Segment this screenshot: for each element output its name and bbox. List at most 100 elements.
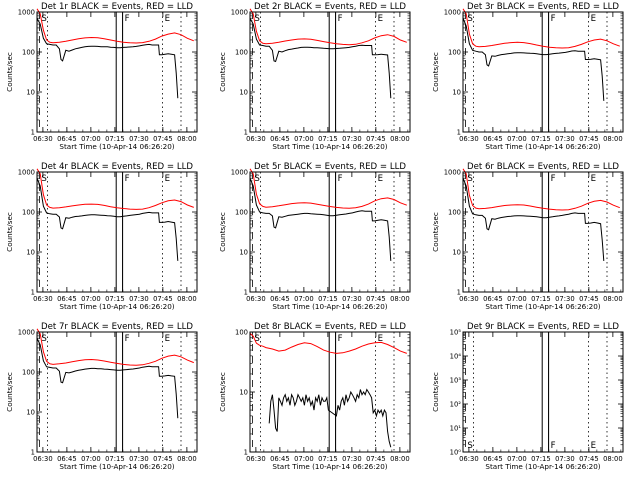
x-tick-label: 07:00 (81, 295, 101, 303)
x-tick-label: 07:45 (366, 455, 386, 463)
y-tick-label: 10 (452, 249, 461, 257)
x-tick-label: 07:15 (531, 295, 551, 303)
event-marker-label: F (338, 14, 343, 24)
y-tick-label: 100 (22, 49, 35, 57)
data-gap-band (541, 171, 550, 293)
x-tick-label: 07:45 (153, 455, 173, 463)
x-tick-label: 06:30 (33, 455, 53, 463)
panel-title: Det 6r BLACK = Events, RED = LLD (467, 162, 619, 172)
x-tick-label: 06:45 (270, 455, 290, 463)
x-tick-label: 06:45 (270, 135, 290, 143)
x-tick-label: 07:30 (555, 295, 575, 303)
x-axis-label: Start Time (10-Apr-14 06:26:20) (485, 142, 600, 151)
data-gap-band (541, 331, 550, 453)
event-marker-label: E (165, 334, 170, 344)
x-tick-label: 08:00 (390, 455, 410, 463)
y-tick-label: 10⁴ (450, 353, 462, 361)
data-gap-band (115, 331, 124, 453)
data-gap-band (328, 11, 337, 133)
y-tick-label: 10³ (450, 377, 462, 385)
event-marker-label: S (41, 334, 46, 344)
event-marker-label: F (338, 174, 343, 184)
event-marker-label: E (591, 441, 596, 451)
x-tick-label: 07:00 (294, 135, 314, 143)
x-tick-label: 06:45 (57, 455, 77, 463)
data-gap-band (541, 11, 550, 133)
x-tick-label: 07:45 (153, 135, 173, 143)
x-axis-label: Start Time (10-Apr-14 06:26:20) (272, 142, 387, 151)
y-tick-label: 10 (239, 89, 248, 97)
event-marker-label: S (254, 174, 259, 184)
x-tick-label: 07:30 (342, 455, 362, 463)
event-marker-label: S (41, 174, 46, 184)
panel-title: Det 5r BLACK = Events, RED = LLD (254, 162, 406, 172)
x-axis-label: Start Time (10-Apr-14 06:26:20) (59, 302, 174, 311)
y-axis-label: Counts/sec (431, 372, 440, 412)
data-gap-band (115, 11, 124, 133)
x-tick-label: 07:30 (129, 135, 149, 143)
y-axis-label: Counts/sec (5, 212, 14, 252)
y-tick-label: 100 (235, 329, 248, 337)
x-tick-label: 06:30 (459, 135, 479, 143)
plot-frame (36, 171, 198, 293)
x-tick-label: 07:15 (105, 135, 125, 143)
lld-series-line (249, 168, 407, 209)
event-marker-label: E (378, 14, 383, 24)
y-tick-label: 1 (31, 449, 35, 457)
panel-title: Det 8r BLACK = Events, RED = LLD (254, 322, 406, 332)
event-marker-label: F (551, 14, 556, 24)
x-tick-label: 07:00 (507, 135, 527, 143)
y-tick-label: 10 (239, 389, 248, 397)
detector-panel: Det 9r BLACK = Events, RED = LLD 10⁰ 10¹ 10… (431, 322, 624, 471)
y-tick-label: 10² (450, 401, 462, 409)
x-tick-label: 07:00 (507, 295, 527, 303)
y-tick-label: 100 (22, 209, 35, 217)
x-tick-label: 07:30 (129, 295, 149, 303)
lld-series-line (36, 8, 194, 44)
panel-title: Det 4r BLACK = Events, RED = LLD (41, 162, 193, 172)
x-tick-label: 06:45 (57, 135, 77, 143)
events-series-line (268, 388, 392, 448)
y-tick-label: 1000 (18, 9, 35, 17)
event-marker-label: F (551, 174, 556, 184)
events-series-line (36, 337, 179, 419)
x-tick-label: 06:45 (483, 455, 503, 463)
x-tick-label: 07:30 (342, 135, 362, 143)
x-tick-label: 07:45 (579, 455, 599, 463)
event-marker-label: F (125, 174, 130, 184)
y-tick-label: 10 (26, 89, 35, 97)
x-tick-label: 07:00 (507, 455, 527, 463)
event-marker-label: S (41, 14, 46, 24)
plot-frame (462, 11, 624, 133)
event-marker-label: S (467, 14, 472, 24)
y-axis-label: Counts/sec (218, 372, 227, 412)
y-axis-label: Counts/sec (218, 212, 227, 252)
plot-frame (249, 11, 411, 133)
detector-panel: Det 6r BLACK = Events, RED = LLD 1 10 100 10… (431, 162, 624, 311)
x-tick-label: 07:00 (81, 135, 101, 143)
x-tick-label: 08:00 (177, 455, 197, 463)
data-gap-band (328, 331, 337, 453)
lld-series-line (36, 328, 194, 366)
y-tick-label: 1 (244, 129, 248, 137)
event-marker-label: F (338, 334, 343, 344)
lld-series-line (462, 168, 620, 211)
y-tick-label: 10 (239, 249, 248, 257)
x-tick-label: 07:15 (318, 135, 338, 143)
y-tick-label: 10 (452, 89, 461, 97)
x-tick-label: 06:45 (483, 135, 503, 143)
detector-panel: Det 5r BLACK = Events, RED = LLD 1 10 100 10… (218, 162, 411, 311)
x-tick-label: 07:30 (342, 295, 362, 303)
event-marker-label: F (125, 334, 130, 344)
plot-frame (249, 331, 411, 453)
x-tick-label: 07:00 (294, 455, 314, 463)
plot-frame (36, 11, 198, 133)
y-axis-label: Counts/sec (218, 52, 227, 92)
y-tick-label: 1000 (18, 169, 35, 177)
x-axis-label: Start Time (10-Apr-14 06:26:20) (272, 462, 387, 471)
event-marker-label: S (254, 14, 259, 24)
y-tick-label: 1 (244, 449, 248, 457)
events-series-line (36, 178, 179, 261)
y-tick-label: 100 (448, 209, 461, 217)
